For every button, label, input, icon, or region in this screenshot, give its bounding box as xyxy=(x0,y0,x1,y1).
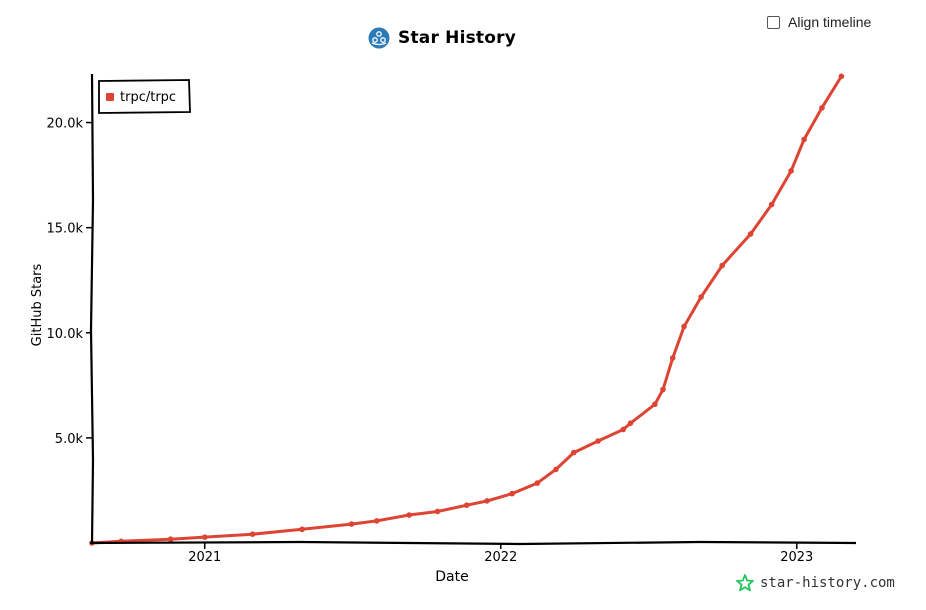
data-point xyxy=(406,512,412,518)
y-axis-line xyxy=(89,73,95,545)
data-point xyxy=(348,521,355,527)
watermark-link[interactable]: star-history.com xyxy=(736,574,895,592)
align-timeline-checkbox[interactable] xyxy=(767,15,780,29)
data-point xyxy=(801,136,807,143)
y-axis-ticks: 5.0k 10.0k 15.0k 20.0k xyxy=(47,117,92,447)
x-tick-label: 2022 xyxy=(484,550,517,565)
watermark-text: star-history.com xyxy=(760,575,895,591)
data-point xyxy=(838,73,845,80)
data-point xyxy=(768,201,775,208)
data-point xyxy=(484,498,490,504)
data-point xyxy=(669,355,676,361)
data-point xyxy=(660,386,666,393)
data-point xyxy=(299,526,305,533)
x-axis-line xyxy=(89,540,857,546)
legend-label: trpc/trpc xyxy=(120,90,176,105)
y-tick-label: 10.0k xyxy=(47,327,84,342)
star-history-logo-icon xyxy=(368,27,390,49)
data-point xyxy=(570,449,577,456)
data-point xyxy=(719,262,725,269)
y-axis-label: GitHub Stars xyxy=(30,263,45,346)
x-tick-label: 2021 xyxy=(188,550,221,565)
y-tick-label: 15.0k xyxy=(47,222,84,237)
data-point xyxy=(652,401,658,408)
data-point xyxy=(167,536,174,543)
align-timeline-toggle[interactable]: Align timeline xyxy=(767,14,871,30)
data-point xyxy=(681,323,687,330)
data-point xyxy=(249,531,256,537)
data-point xyxy=(534,480,541,486)
data-point xyxy=(819,105,825,111)
data-point xyxy=(373,518,380,524)
data-point xyxy=(595,438,601,444)
star-outline-icon xyxy=(736,574,754,592)
y-tick-label: 20.0k xyxy=(47,117,84,132)
chart-title: Star History xyxy=(398,28,516,48)
series-points xyxy=(89,73,845,546)
x-axis-ticks: 2021 2022 2023 xyxy=(188,543,813,565)
chart-title-block: Star History xyxy=(368,27,516,49)
data-point xyxy=(620,426,627,433)
data-point xyxy=(463,502,470,508)
data-point xyxy=(627,420,634,426)
x-tick-label: 2023 xyxy=(780,550,813,565)
data-point xyxy=(509,490,515,497)
data-point xyxy=(788,168,794,174)
series-line-trpc xyxy=(90,74,843,545)
data-point xyxy=(434,508,441,515)
legend-swatch xyxy=(106,93,114,101)
data-point xyxy=(553,466,559,473)
data-point xyxy=(747,231,754,237)
legend-box xyxy=(98,79,191,114)
x-axis-label: Date xyxy=(435,569,468,585)
data-point xyxy=(201,534,208,540)
legend: trpc/trpc xyxy=(98,79,191,114)
align-timeline-label: Align timeline xyxy=(788,14,872,30)
data-point xyxy=(698,294,704,300)
y-tick-label: 5.0k xyxy=(55,432,84,447)
